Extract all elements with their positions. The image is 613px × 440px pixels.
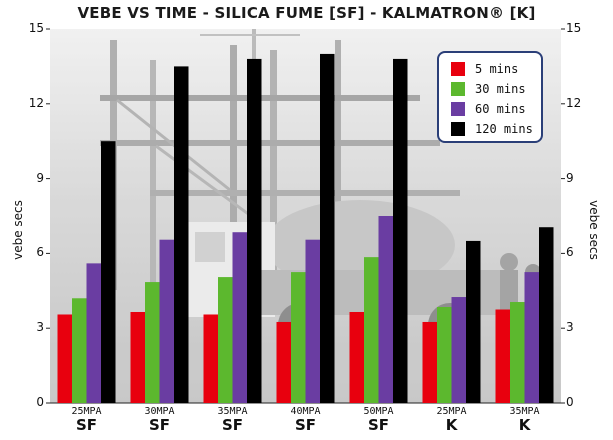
x-group-label: SF	[294, 416, 317, 434]
bar-30-mins-1	[145, 282, 160, 403]
bar-120-mins-0	[101, 141, 116, 403]
bar-60-mins-6	[524, 272, 539, 403]
bar-60-mins-0	[86, 263, 101, 403]
bar-30-mins-5	[437, 307, 452, 403]
legend-label: 120 mins	[475, 122, 533, 136]
x-tick-label: 35MPA	[509, 406, 540, 417]
y-tick-label-right: 6	[566, 245, 574, 260]
bar-30-mins-3	[291, 272, 306, 403]
x-tick-label: 25MPA	[436, 406, 467, 417]
bar-5-mins-2	[203, 314, 218, 403]
y-tick-label-right: 9	[566, 170, 574, 185]
bar-120-mins-2	[247, 58, 262, 404]
bar-5-mins-1	[130, 311, 145, 403]
x-group-label: SF	[75, 416, 98, 434]
legend-item: 30 mins	[451, 79, 541, 99]
legend-item: 60 mins	[451, 99, 541, 119]
bar-5-mins-6	[495, 309, 510, 403]
y-tick-label-left: 6	[36, 245, 44, 260]
y-tick-label-right: 15	[566, 21, 582, 35]
x-tick-label: 35MPA	[217, 406, 248, 417]
legend-label: 60 mins	[475, 102, 526, 116]
legend-swatch	[451, 82, 465, 96]
bar-30-mins-4	[364, 257, 379, 403]
bar-30-mins-6	[510, 302, 525, 403]
bar-5-mins-4	[349, 311, 364, 403]
bar-60-mins-1	[159, 239, 174, 403]
x-group-label: SF	[221, 416, 244, 434]
chart-title: VEBE VS TIME - SILICA FUME [SF] - KALMAT…	[77, 4, 536, 22]
x-tick-label: 40MPA	[290, 406, 321, 417]
tick-marks	[46, 28, 565, 404]
legend-swatch	[451, 62, 465, 76]
bar-60-mins-5	[451, 297, 466, 403]
bar-60-mins-2	[232, 232, 247, 403]
bar-60-mins-4	[378, 216, 393, 403]
bar-30-mins-2	[218, 277, 233, 403]
y-tick-label-left: 0	[36, 395, 44, 409]
x-tick-label: 25MPA	[71, 406, 102, 417]
legend-swatch	[451, 102, 465, 116]
legend-swatch	[451, 122, 465, 136]
bar-120-mins-4	[393, 58, 408, 404]
bar-5-mins-5	[422, 321, 437, 403]
y-tick-label-left: 12	[28, 95, 44, 110]
x-tick-label: 50MPA	[363, 406, 394, 417]
x-group-label: K	[518, 416, 531, 434]
bar-5-mins-0	[57, 314, 72, 403]
y-tick-label-right: 3	[566, 320, 574, 335]
legend-label: 30 mins	[475, 82, 526, 96]
x-group-label: SF	[367, 416, 390, 434]
y-tick-label-left: 9	[36, 170, 44, 185]
x-group-label: K	[445, 416, 458, 434]
bar-120-mins-3	[320, 53, 335, 404]
bar-5-mins-3	[276, 321, 291, 403]
y-tick-label-right: 12	[566, 95, 582, 110]
legend-label: 5 mins	[475, 62, 519, 76]
bars-group	[57, 53, 554, 404]
legend-item: 5 mins	[451, 59, 541, 79]
bar-60-mins-3	[305, 239, 320, 403]
bar-30-mins-0	[72, 298, 87, 403]
y-tick-label-left: 3	[36, 320, 44, 335]
legend: 5 mins 30 mins 60 mins 120 mins	[437, 51, 543, 143]
legend-item: 120 mins	[451, 119, 541, 139]
y-tick-label-right: 0	[566, 395, 574, 409]
x-tick-label: 30MPA	[144, 406, 175, 417]
bar-120-mins-5	[466, 240, 481, 403]
x-group-label: SF	[148, 416, 171, 434]
bar-120-mins-1	[174, 66, 189, 404]
y-tick-label-left: 15	[28, 21, 44, 35]
bar-120-mins-6	[539, 227, 554, 403]
